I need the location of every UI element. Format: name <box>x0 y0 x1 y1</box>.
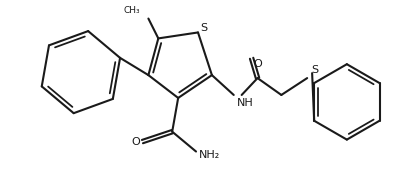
Text: S: S <box>201 23 207 33</box>
Text: S: S <box>311 65 318 75</box>
Text: NH: NH <box>237 98 254 108</box>
Text: CH₃: CH₃ <box>124 6 140 15</box>
Text: O: O <box>253 59 262 69</box>
Text: O: O <box>131 137 140 147</box>
Text: NH₂: NH₂ <box>199 150 220 161</box>
